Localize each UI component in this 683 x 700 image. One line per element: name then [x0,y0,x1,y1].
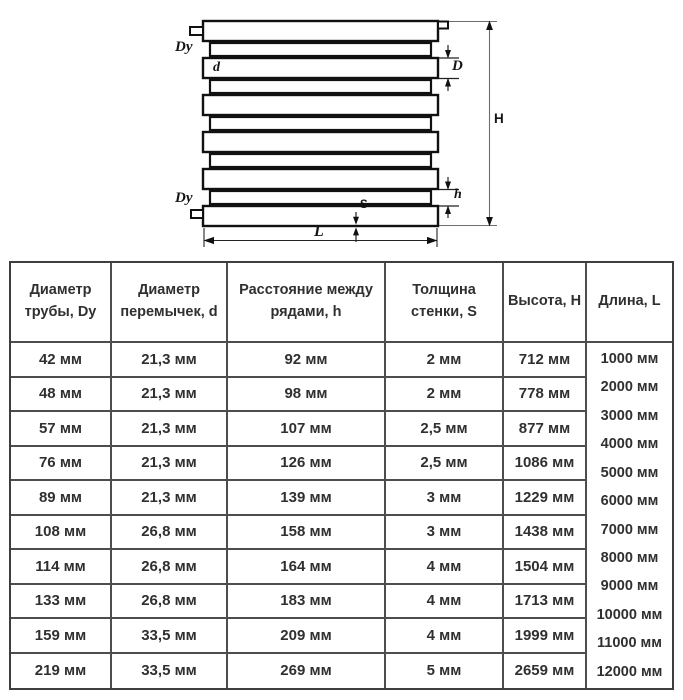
col-header-d: Диаметр перемычек, d [112,263,228,343]
label-row-gap: h [454,187,462,202]
table-cell: 26,8 мм [112,515,228,550]
arrow-up-icon [486,20,493,30]
table-cell: 164 мм [228,550,386,585]
col-header-s: Толщина стенки, S [386,263,504,343]
table-cell: 133 мм [11,584,112,619]
table-cell: 139 мм [228,481,386,516]
length-value: 2000 мм [600,379,659,396]
table-cell: 2,5 мм [386,412,504,447]
label-dy-bottom: Dy [175,190,193,206]
spec-table: Диаметр трубы, Dy Диаметр перемычек, d Р… [9,261,674,690]
table-cell: 21,3 мм [112,446,228,481]
table-cell: 209 мм [228,619,386,654]
arrow-down-icon [486,217,493,227]
arrow-down-icon [445,50,451,59]
table-cell: 3 мм [386,481,504,516]
label-height: H [494,111,504,126]
dimension-H [439,20,497,227]
length-value: 10000 мм [596,606,663,623]
table-cell: 76 мм [11,446,112,481]
table-cell: 1086 мм [504,446,587,481]
col-header-dy: Диаметр трубы, Dy [11,263,112,343]
table-cell: 877 мм [504,412,587,447]
table-cell: 159 мм [11,619,112,654]
table-cell: 712 мм [504,343,587,378]
table-cell: 1438 мм [504,515,587,550]
length-value: 1000 мм [600,351,659,368]
table-cell: 1999 мм [504,619,587,654]
table-cell: 1713 мм [504,584,587,619]
table-cell: 4 мм [386,550,504,585]
table-cell: 108 мм [11,515,112,550]
arrow-down-icon [445,181,451,190]
length-value: 5000 мм [600,464,659,481]
table-cell: 5 мм [386,653,504,688]
table-cell: 26,8 мм [112,584,228,619]
table-cell: 219 мм [11,653,112,688]
col-header-length: Длина, L [587,263,672,343]
table-cell: 107 мм [228,412,386,447]
table-cell: 2,5 мм [386,446,504,481]
length-value: 8000 мм [600,549,659,566]
label-dy-top: Dy [175,39,193,55]
label-length: L [314,223,324,240]
length-value: 11000 мм [596,635,662,652]
arrow-right-icon [427,236,438,245]
col-header-height: Высота, H [504,263,587,343]
table-cell: 1504 мм [504,550,587,585]
table-cell: 33,5 мм [112,653,228,688]
length-value: 9000 мм [600,578,659,595]
table-cell: 98 мм [228,377,386,412]
register-drawing-canvas [189,19,497,247]
length-value: 3000 мм [600,407,659,424]
table-cell: 269 мм [228,653,386,688]
table-cell: 2659 мм [504,653,587,688]
register-drawing: Dy d D H h Dy S L [0,0,683,258]
length-value: 4000 мм [600,436,659,453]
arrow-down-icon [353,216,359,225]
table-cell: 114 мм [11,550,112,585]
table-cell: 2 мм [386,377,504,412]
table-cell: 21,3 мм [112,481,228,516]
inner-pipes [208,41,433,206]
dimension-L [203,228,438,247]
table-cell: 126 мм [228,446,386,481]
main-pipes [201,19,440,228]
length-values-cell: 1000 мм 2000 мм 3000 мм 4000 мм 5000 мм … [587,343,672,688]
table-cell: 778 мм [504,377,587,412]
arrow-left-icon [203,236,214,245]
table-cell: 26,8 мм [112,550,228,585]
table-cell: 42 мм [11,343,112,378]
length-value: 12000 мм [596,663,663,680]
label-wall: S [360,199,368,211]
arrow-up-icon [353,227,359,236]
length-value: 7000 мм [600,521,659,538]
table-cell: 57 мм [11,412,112,447]
arrow-up-icon [445,205,451,214]
table-cell: 3 мм [386,515,504,550]
table-cell: 2 мм [386,343,504,378]
table-cell: 89 мм [11,481,112,516]
arrow-up-icon [445,78,451,87]
table-cell: 1229 мм [504,481,587,516]
table-cell: 21,3 мм [112,377,228,412]
table-cell: 48 мм [11,377,112,412]
connection-stubs [189,20,449,219]
label-jumper-d: d [213,60,220,75]
table-cell: 33,5 мм [112,619,228,654]
label-pipe-diameter: D [452,58,463,74]
table-cell: 21,3 мм [112,343,228,378]
col-header-h: Расстояние между рядами, h [228,263,386,343]
length-value: 6000 мм [600,493,659,510]
table-cell: 21,3 мм [112,412,228,447]
table-cell: 4 мм [386,584,504,619]
table-cell: 158 мм [228,515,386,550]
table-cell: 92 мм [228,343,386,378]
table-cell: 4 мм [386,619,504,654]
table-cell: 183 мм [228,584,386,619]
